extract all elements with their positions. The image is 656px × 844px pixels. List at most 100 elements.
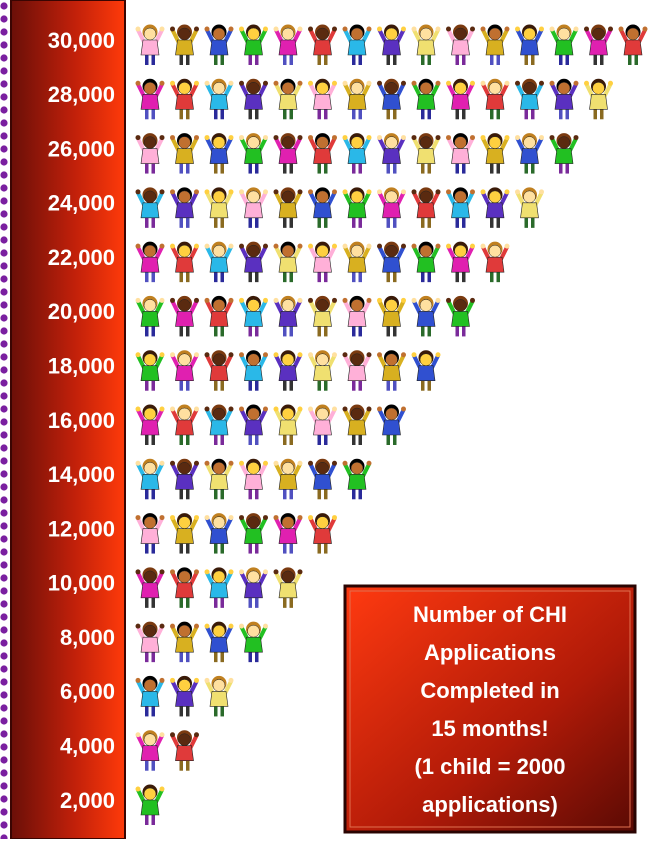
child-icon bbox=[343, 242, 372, 283]
shirt bbox=[245, 529, 263, 544]
shirt bbox=[383, 40, 401, 55]
hand bbox=[229, 461, 234, 466]
head bbox=[386, 354, 398, 366]
shirt bbox=[210, 257, 228, 272]
hand bbox=[160, 135, 165, 140]
child-icon bbox=[550, 133, 579, 174]
child-icon bbox=[170, 296, 199, 337]
page: 2,0004,0006,0008,00010,00012,00014,00016… bbox=[0, 0, 656, 839]
dot bbox=[0, 262, 7, 269]
child-icon bbox=[377, 25, 406, 66]
dot bbox=[0, 93, 7, 100]
y-tick-label: 28,000 bbox=[48, 82, 115, 107]
hand bbox=[481, 189, 486, 194]
child-icon bbox=[239, 459, 268, 500]
shirt bbox=[555, 40, 573, 55]
head bbox=[213, 462, 225, 474]
head bbox=[386, 82, 398, 94]
hand bbox=[229, 81, 234, 86]
hand bbox=[446, 298, 451, 303]
shirt bbox=[486, 94, 504, 109]
dot bbox=[0, 535, 7, 542]
hand bbox=[367, 81, 372, 86]
hand bbox=[343, 298, 348, 303]
hand bbox=[343, 135, 348, 140]
child-icon bbox=[481, 133, 510, 174]
shirt bbox=[176, 637, 194, 652]
head bbox=[144, 299, 156, 311]
head bbox=[282, 408, 294, 420]
hand bbox=[194, 27, 199, 32]
dot bbox=[0, 405, 7, 412]
hand bbox=[470, 244, 475, 249]
child-icon bbox=[515, 133, 544, 174]
shirt bbox=[486, 149, 504, 164]
head bbox=[179, 408, 191, 420]
y-tick-label: 2,000 bbox=[60, 788, 115, 813]
hand bbox=[160, 352, 165, 357]
shirt bbox=[210, 203, 228, 218]
child-icon bbox=[170, 25, 199, 66]
icon-row bbox=[136, 785, 165, 826]
child-icon bbox=[170, 133, 199, 174]
hand bbox=[308, 189, 313, 194]
y-tick-label: 8,000 bbox=[60, 625, 115, 650]
head bbox=[282, 299, 294, 311]
head bbox=[144, 571, 156, 583]
shirt bbox=[141, 474, 159, 489]
child-icon bbox=[136, 622, 165, 663]
dot bbox=[0, 808, 7, 815]
hand bbox=[160, 732, 165, 737]
head bbox=[351, 28, 363, 40]
child-icon bbox=[239, 405, 268, 446]
head bbox=[144, 28, 156, 40]
child-icon bbox=[377, 133, 406, 174]
dot bbox=[0, 548, 7, 555]
hand bbox=[194, 407, 199, 412]
hand bbox=[584, 81, 589, 86]
head bbox=[213, 408, 225, 420]
hand bbox=[170, 569, 175, 574]
hand bbox=[136, 244, 141, 249]
hand bbox=[205, 352, 210, 357]
head bbox=[351, 137, 363, 149]
shirt bbox=[417, 94, 435, 109]
dot bbox=[0, 366, 7, 373]
hand bbox=[136, 407, 141, 412]
hand bbox=[643, 27, 648, 32]
dot bbox=[0, 665, 7, 672]
chart: 2,0004,0006,0008,00010,00012,00014,00016… bbox=[0, 0, 656, 839]
dot bbox=[0, 145, 7, 152]
hand bbox=[160, 461, 165, 466]
hand bbox=[239, 515, 244, 520]
dot bbox=[0, 67, 7, 74]
child-icon bbox=[170, 79, 199, 120]
hand bbox=[263, 135, 268, 140]
hand bbox=[205, 461, 210, 466]
head bbox=[386, 245, 398, 257]
hand bbox=[160, 189, 165, 194]
shirt bbox=[210, 149, 228, 164]
hand bbox=[470, 189, 475, 194]
hand bbox=[470, 298, 475, 303]
hand bbox=[205, 569, 210, 574]
hand bbox=[170, 298, 175, 303]
hand bbox=[401, 81, 406, 86]
hand bbox=[470, 135, 475, 140]
head bbox=[317, 299, 329, 311]
hand bbox=[136, 135, 141, 140]
head bbox=[351, 354, 363, 366]
hand bbox=[194, 189, 199, 194]
head bbox=[179, 517, 191, 529]
head bbox=[489, 191, 501, 203]
shirt bbox=[348, 203, 366, 218]
hand bbox=[308, 461, 313, 466]
child-icon bbox=[239, 513, 268, 554]
shirt bbox=[521, 203, 539, 218]
child-icon bbox=[377, 242, 406, 283]
shirt bbox=[383, 420, 401, 435]
hand bbox=[160, 81, 165, 86]
dot bbox=[0, 522, 7, 529]
hand bbox=[505, 189, 510, 194]
hand bbox=[332, 27, 337, 32]
